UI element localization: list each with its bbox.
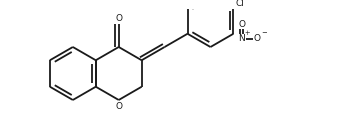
Text: O: O (253, 34, 260, 43)
Text: O: O (115, 102, 122, 111)
Text: N: N (238, 34, 245, 43)
Text: O: O (115, 14, 122, 23)
Text: −: − (261, 30, 266, 36)
Text: O: O (238, 20, 245, 29)
Text: +: + (244, 30, 250, 36)
Text: Cl: Cl (236, 0, 244, 8)
